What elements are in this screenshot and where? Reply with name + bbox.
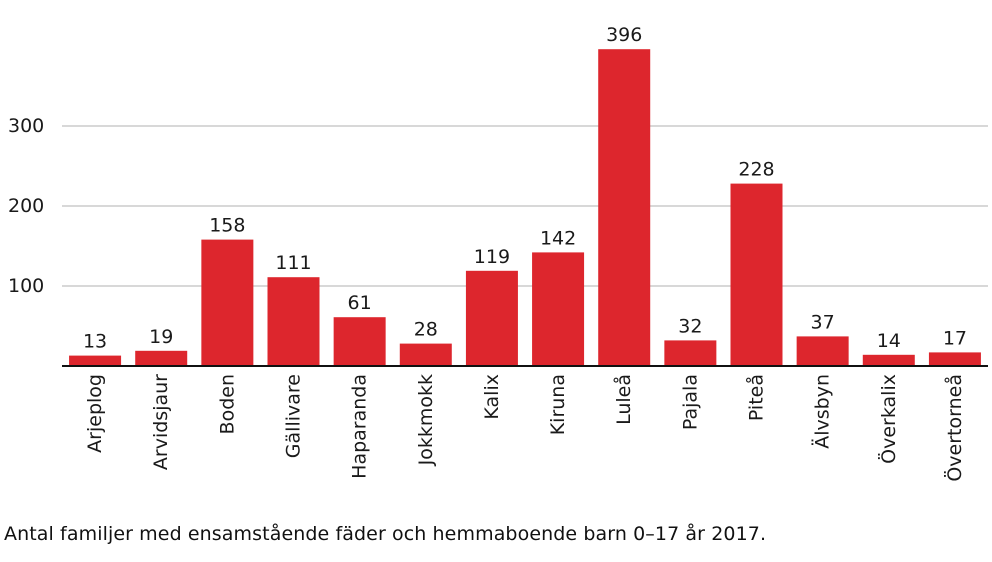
data-label: 142: [540, 227, 576, 249]
bars: [69, 49, 981, 366]
y-tick-label: 200: [8, 195, 44, 217]
data-label: 28: [414, 319, 438, 341]
category-label: Övertorneå: [943, 374, 966, 482]
bar-Haparanda: [333, 317, 386, 366]
bar-Pajala: [664, 340, 717, 366]
bar-Piteå: [730, 183, 783, 366]
bar-Kiruna: [532, 252, 585, 366]
data-labels: 13 19 158 111 61 28 119 142 396 32 228 37 14 17: [83, 24, 967, 352]
category-label: Pajala: [679, 374, 701, 430]
category-label: Arvidsjaur: [150, 374, 172, 470]
data-label: 158: [209, 215, 245, 237]
category-label: Överkalix: [877, 374, 900, 464]
category-label: Gällivare: [283, 374, 305, 458]
category-label: Piteå: [745, 374, 768, 421]
data-label: 37: [811, 311, 835, 333]
bar-Överkalix: [862, 354, 915, 366]
category-label: Haparanda: [349, 374, 371, 479]
data-label: 119: [474, 246, 510, 268]
data-label: 32: [678, 315, 702, 337]
data-label: 228: [738, 159, 774, 181]
chart-caption: Antal familjer med ensamstående fäder oc…: [4, 523, 767, 545]
data-label: 14: [877, 330, 901, 352]
y-tick-label: 300: [8, 115, 44, 137]
category-label: Luleå: [612, 374, 635, 425]
bar-Arjeplog: [69, 355, 122, 366]
data-label: 19: [149, 326, 173, 348]
bar-Gällivare: [267, 277, 320, 366]
y-axis-ticks: 100 200 300: [8, 115, 44, 297]
data-label: 111: [275, 252, 311, 274]
data-label: 13: [83, 331, 107, 353]
category-label: Älvsbyn: [811, 374, 834, 449]
bar-Arvidsjaur: [135, 350, 188, 366]
category-label: Kiruna: [547, 374, 569, 435]
y-tick-label: 100: [8, 275, 44, 297]
bar-Övertorneå: [928, 352, 981, 366]
data-label: 17: [943, 327, 967, 349]
bar-Älvsbyn: [796, 336, 849, 366]
gridlines: [62, 125, 988, 287]
bar-Kalix: [465, 270, 518, 366]
category-labels: Arjeplog Arvidsjaur Boden Gällivare Haparand…: [84, 374, 966, 482]
category-label: Kalix: [481, 374, 503, 420]
data-label: 396: [606, 24, 642, 46]
bar-Luleå: [598, 49, 651, 366]
bar-Jokkmokk: [399, 343, 452, 366]
category-label: Jokkmokk: [415, 374, 437, 466]
category-label: Arjeplog: [84, 374, 106, 453]
category-label: Boden: [216, 374, 238, 434]
data-label: 61: [348, 292, 372, 314]
bar-Boden: [201, 239, 254, 366]
